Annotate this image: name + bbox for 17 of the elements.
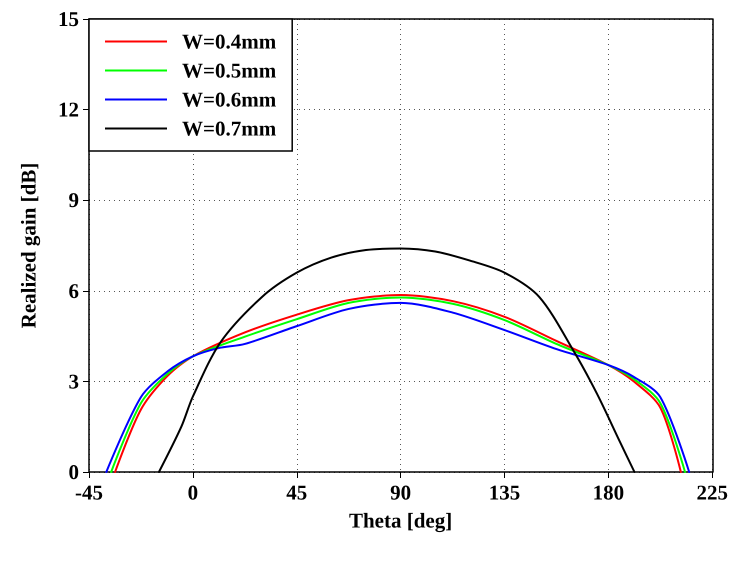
y-tick-label: 15 <box>58 7 79 31</box>
y-tick-label: 9 <box>68 188 79 212</box>
y-tick-label: 6 <box>68 278 79 303</box>
legend-label: W=0.4mm <box>182 30 277 54</box>
legend-label: W=0.7mm <box>182 116 277 140</box>
x-tick-label: 180 <box>592 480 624 504</box>
y-axis-title: Realized gain [dB] <box>16 162 40 328</box>
legend-label: W=0.6mm <box>182 88 277 112</box>
x-tick-label: 225 <box>696 480 728 504</box>
x-axis-title: Theta [deg] <box>349 508 452 532</box>
legend-label: W=0.5mm <box>182 58 277 82</box>
x-tick-label: 135 <box>488 480 520 504</box>
x-tick-label: 45 <box>286 480 308 504</box>
y-tick-label: 12 <box>58 98 79 122</box>
x-tick-label: 0 <box>188 480 198 504</box>
y-tick-label: 3 <box>68 369 79 394</box>
x-tick-label: 90 <box>390 480 412 504</box>
